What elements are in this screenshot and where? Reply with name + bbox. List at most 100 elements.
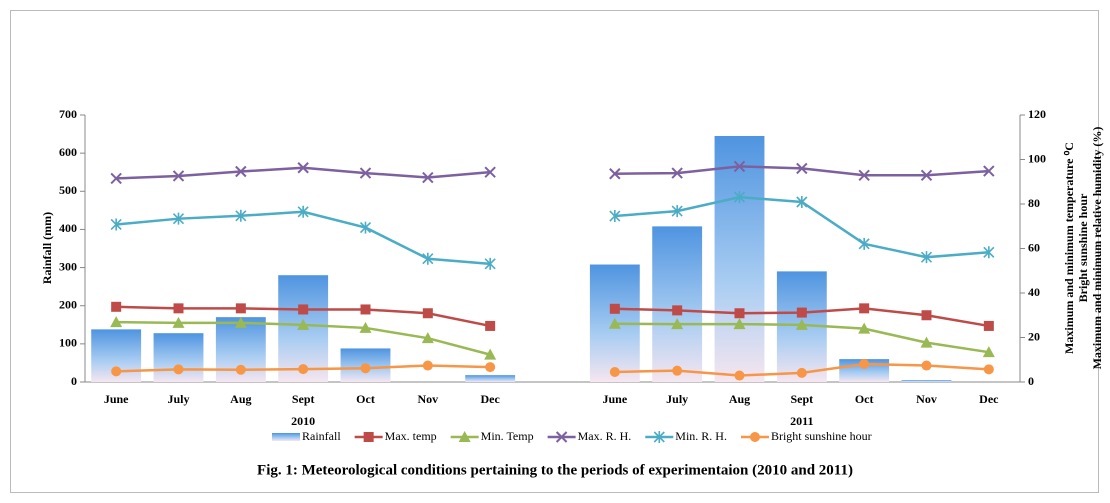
y-axis-title: Rainfall (mm) (40, 212, 54, 284)
point (982, 346, 995, 358)
legend-label: Min. R. H. (675, 429, 727, 443)
x-tick-label: Oct (356, 392, 375, 406)
x-tick-label: Oct (855, 392, 874, 406)
point (235, 165, 247, 178)
point (360, 304, 371, 315)
x-tick-label: Sept (292, 392, 315, 406)
legend-label: Bright sunshine hour (771, 429, 872, 443)
point (983, 320, 994, 331)
point (983, 165, 995, 177)
point (484, 257, 496, 270)
x-tick-label: Nov (916, 392, 937, 406)
point (921, 310, 932, 321)
point (608, 317, 621, 329)
point (110, 316, 123, 328)
point (234, 316, 247, 328)
bar (465, 375, 516, 382)
y-tick-label: 700 (59, 107, 77, 121)
x-tick-label: Aug (230, 392, 251, 406)
y2-tick-label: 0 (1028, 374, 1034, 388)
legend-marker (458, 431, 471, 442)
point (110, 172, 122, 185)
y-tick-label: 500 (59, 183, 77, 197)
point (172, 170, 185, 182)
x-tick-label: Nov (417, 392, 438, 406)
y2-tick-label: 40 (1028, 285, 1040, 299)
point (235, 209, 247, 222)
legend-label: Min. Temp (481, 429, 534, 443)
point (111, 301, 122, 312)
point (859, 358, 870, 369)
point (795, 318, 808, 330)
x-group-label: 2011 (790, 414, 813, 428)
point (983, 246, 995, 259)
y-tick-label: 100 (59, 336, 77, 350)
x-tick-label: Dec (481, 392, 501, 406)
point (298, 304, 309, 315)
point (111, 366, 122, 377)
y-tick-label: 600 (59, 145, 77, 159)
bar (714, 135, 765, 382)
point (297, 162, 309, 174)
point (422, 360, 433, 371)
point (235, 364, 246, 375)
x-group-label: 2010 (291, 414, 315, 428)
point (422, 171, 434, 184)
point (235, 303, 246, 314)
point (172, 212, 185, 225)
point (796, 162, 808, 175)
bar (153, 333, 204, 382)
x-tick-label: June (104, 392, 129, 406)
point (297, 205, 309, 218)
point (484, 166, 496, 178)
point (672, 365, 683, 376)
legend-marker (363, 432, 374, 442)
point (359, 167, 372, 179)
point (733, 318, 746, 330)
point (360, 363, 371, 374)
point (671, 167, 683, 179)
point (609, 168, 621, 180)
x-tick-label: June (602, 392, 627, 406)
y2-axis-title: Maximum and minimum temperature ⁰C (1062, 142, 1076, 354)
y2-tick-label: 80 (1028, 196, 1040, 210)
point (421, 332, 434, 344)
x-tick-label: Sept (790, 392, 813, 406)
point (359, 221, 372, 234)
bar (901, 380, 952, 382)
y2-tick-label: 120 (1028, 107, 1046, 121)
point (858, 237, 870, 250)
point (173, 364, 184, 375)
point (484, 348, 497, 360)
point (359, 321, 372, 333)
point (672, 305, 683, 316)
point (920, 336, 933, 348)
point (172, 316, 185, 328)
point (796, 195, 808, 208)
y-tick-label: 0 (71, 374, 77, 388)
legend-swatch (272, 433, 300, 441)
line (116, 166, 491, 180)
point (609, 366, 620, 377)
x-tick-label: Aug (729, 392, 750, 406)
legend-label: Max. R. H. (578, 429, 632, 443)
x-tick-label: Dec (979, 392, 999, 406)
point (609, 210, 621, 223)
y2-tick-label: 20 (1028, 329, 1040, 343)
legend-label: Max. temp (385, 429, 437, 443)
point (983, 364, 994, 375)
y2-tick-label: 100 (1028, 151, 1046, 165)
y2-axis-title: Bright sunshine hour (1076, 193, 1090, 302)
frame (10, 10, 1099, 493)
point (858, 322, 871, 334)
caption: Fig. 1: Meteorological conditions pertai… (257, 462, 853, 478)
y2-tick-label: 60 (1028, 240, 1040, 254)
point (671, 318, 684, 330)
point (733, 191, 746, 204)
point (173, 303, 184, 314)
y-tick-label: 200 (59, 297, 77, 311)
point (422, 308, 433, 319)
point (796, 307, 807, 318)
x-tick-label: July (167, 392, 189, 406)
